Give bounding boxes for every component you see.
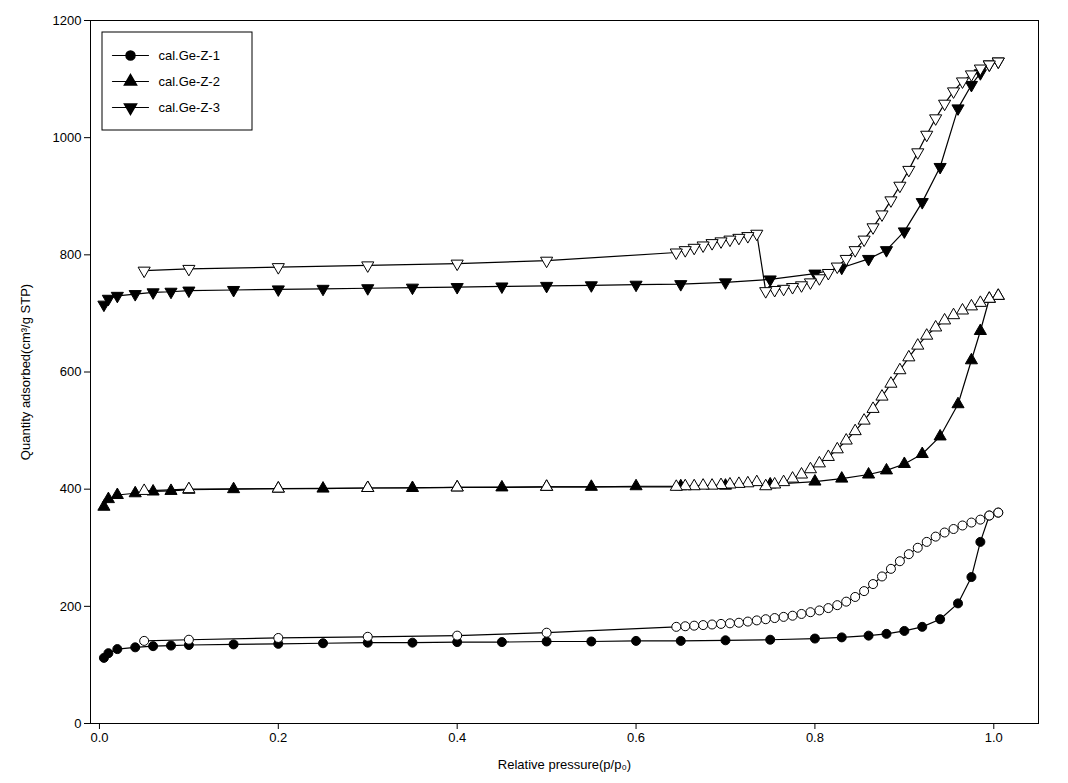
svg-text:cal.Ge-Z-2: cal.Ge-Z-2 <box>159 74 220 89</box>
svg-text:800: 800 <box>60 247 82 262</box>
svg-text:1200: 1200 <box>53 13 82 28</box>
svg-text:0.6: 0.6 <box>627 730 645 745</box>
svg-text:cal.Ge-Z-3: cal.Ge-Z-3 <box>159 100 220 115</box>
svg-text:1000: 1000 <box>53 130 82 145</box>
svg-text:0.8: 0.8 <box>806 730 824 745</box>
svg-text:0.4: 0.4 <box>448 730 466 745</box>
svg-text:1.0: 1.0 <box>985 730 1003 745</box>
svg-text:cal.Ge-Z-1: cal.Ge-Z-1 <box>159 48 220 63</box>
svg-text:Relative pressure(p/p₀): Relative pressure(p/p₀) <box>498 757 631 772</box>
svg-text:0.2: 0.2 <box>269 730 287 745</box>
svg-text:0: 0 <box>74 716 81 731</box>
svg-text:Quantity adsorbed(cm³/g STP): Quantity adsorbed(cm³/g STP) <box>18 284 33 460</box>
svg-text:600: 600 <box>60 364 82 379</box>
svg-text:0.0: 0.0 <box>90 730 108 745</box>
svg-text:200: 200 <box>60 598 82 613</box>
svg-text:400: 400 <box>60 481 82 496</box>
